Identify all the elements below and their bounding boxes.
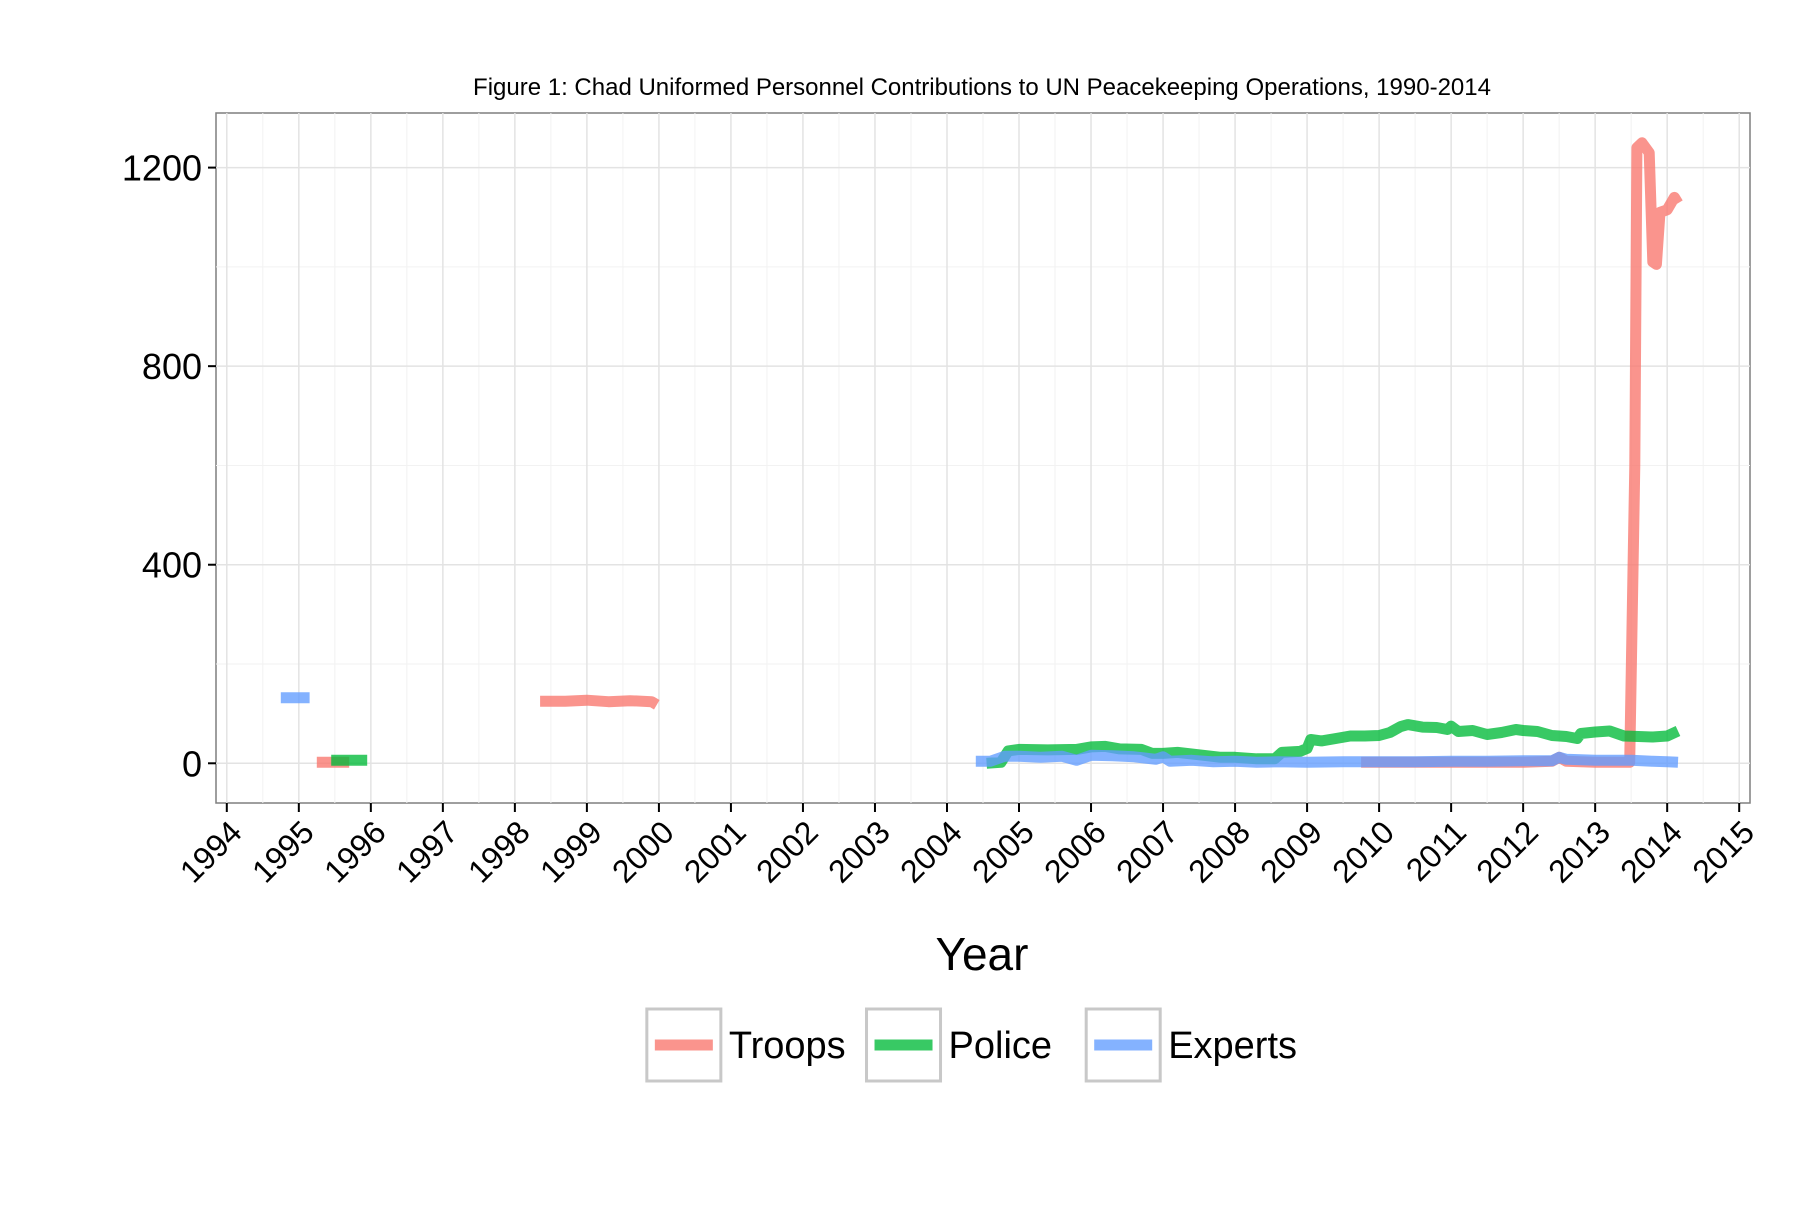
x-tick-label: 2006 [1037,814,1113,890]
series-line-police [986,719,1681,769]
x-tick-label: 2001 [677,814,753,890]
x-tick-label: 2012 [1469,814,1545,890]
legend-label-experts: Experts [1168,1025,1297,1067]
legend-label-police: Police [949,1025,1053,1067]
x-axis-title: Year [936,928,1029,980]
x-tick-label: 2015 [1685,814,1761,890]
x-tick-label: 1997 [389,814,465,890]
x-tick-label: 2008 [1181,814,1257,890]
series-layer [280,137,1683,769]
x-tick-label: 2000 [605,814,681,890]
x-tick-label: 1996 [317,814,393,890]
series-line-troops [540,694,660,710]
series-line-experts [975,749,1679,768]
y-tick-label: 400 [142,545,202,586]
x-tick-label: 2002 [749,814,825,890]
x-tick-label: 1995 [245,814,321,890]
x-tick-label: 2013 [1541,814,1617,890]
legend-item-police: Police [865,1007,1053,1083]
x-tick-label: 1994 [173,814,249,890]
x-tick-label: 2014 [1613,814,1689,890]
legend-item-experts: Experts [1084,1007,1297,1083]
chart-title: Figure 1: Chad Uniformed Personnel Contr… [473,74,1491,101]
x-axis: 1994199519961997199819992000200120022003… [173,803,1761,890]
x-tick-label: 2004 [893,814,969,890]
x-tick-label: 2009 [1253,814,1329,890]
legend: Troops Police Experts [645,1007,1297,1083]
x-tick-label: 2003 [821,814,897,890]
y-tick-label: 1200 [122,148,202,189]
y-tick-label: 0 [182,743,202,784]
x-tick-label: 1999 [533,814,609,890]
x-tick-label: 2010 [1325,814,1401,890]
x-tick-label: 2007 [1109,814,1185,890]
y-axis: 0 400 800 1200 [122,148,216,784]
x-tick-label: 2011 [1399,814,1473,888]
grid-minor [216,113,1750,803]
legend-label-troops: Troops [729,1025,846,1067]
x-tick-label: 1998 [461,814,537,890]
y-tick-label: 800 [142,346,202,387]
x-tick-label: 2005 [965,814,1041,890]
legend-item-troops: Troops [645,1007,846,1083]
